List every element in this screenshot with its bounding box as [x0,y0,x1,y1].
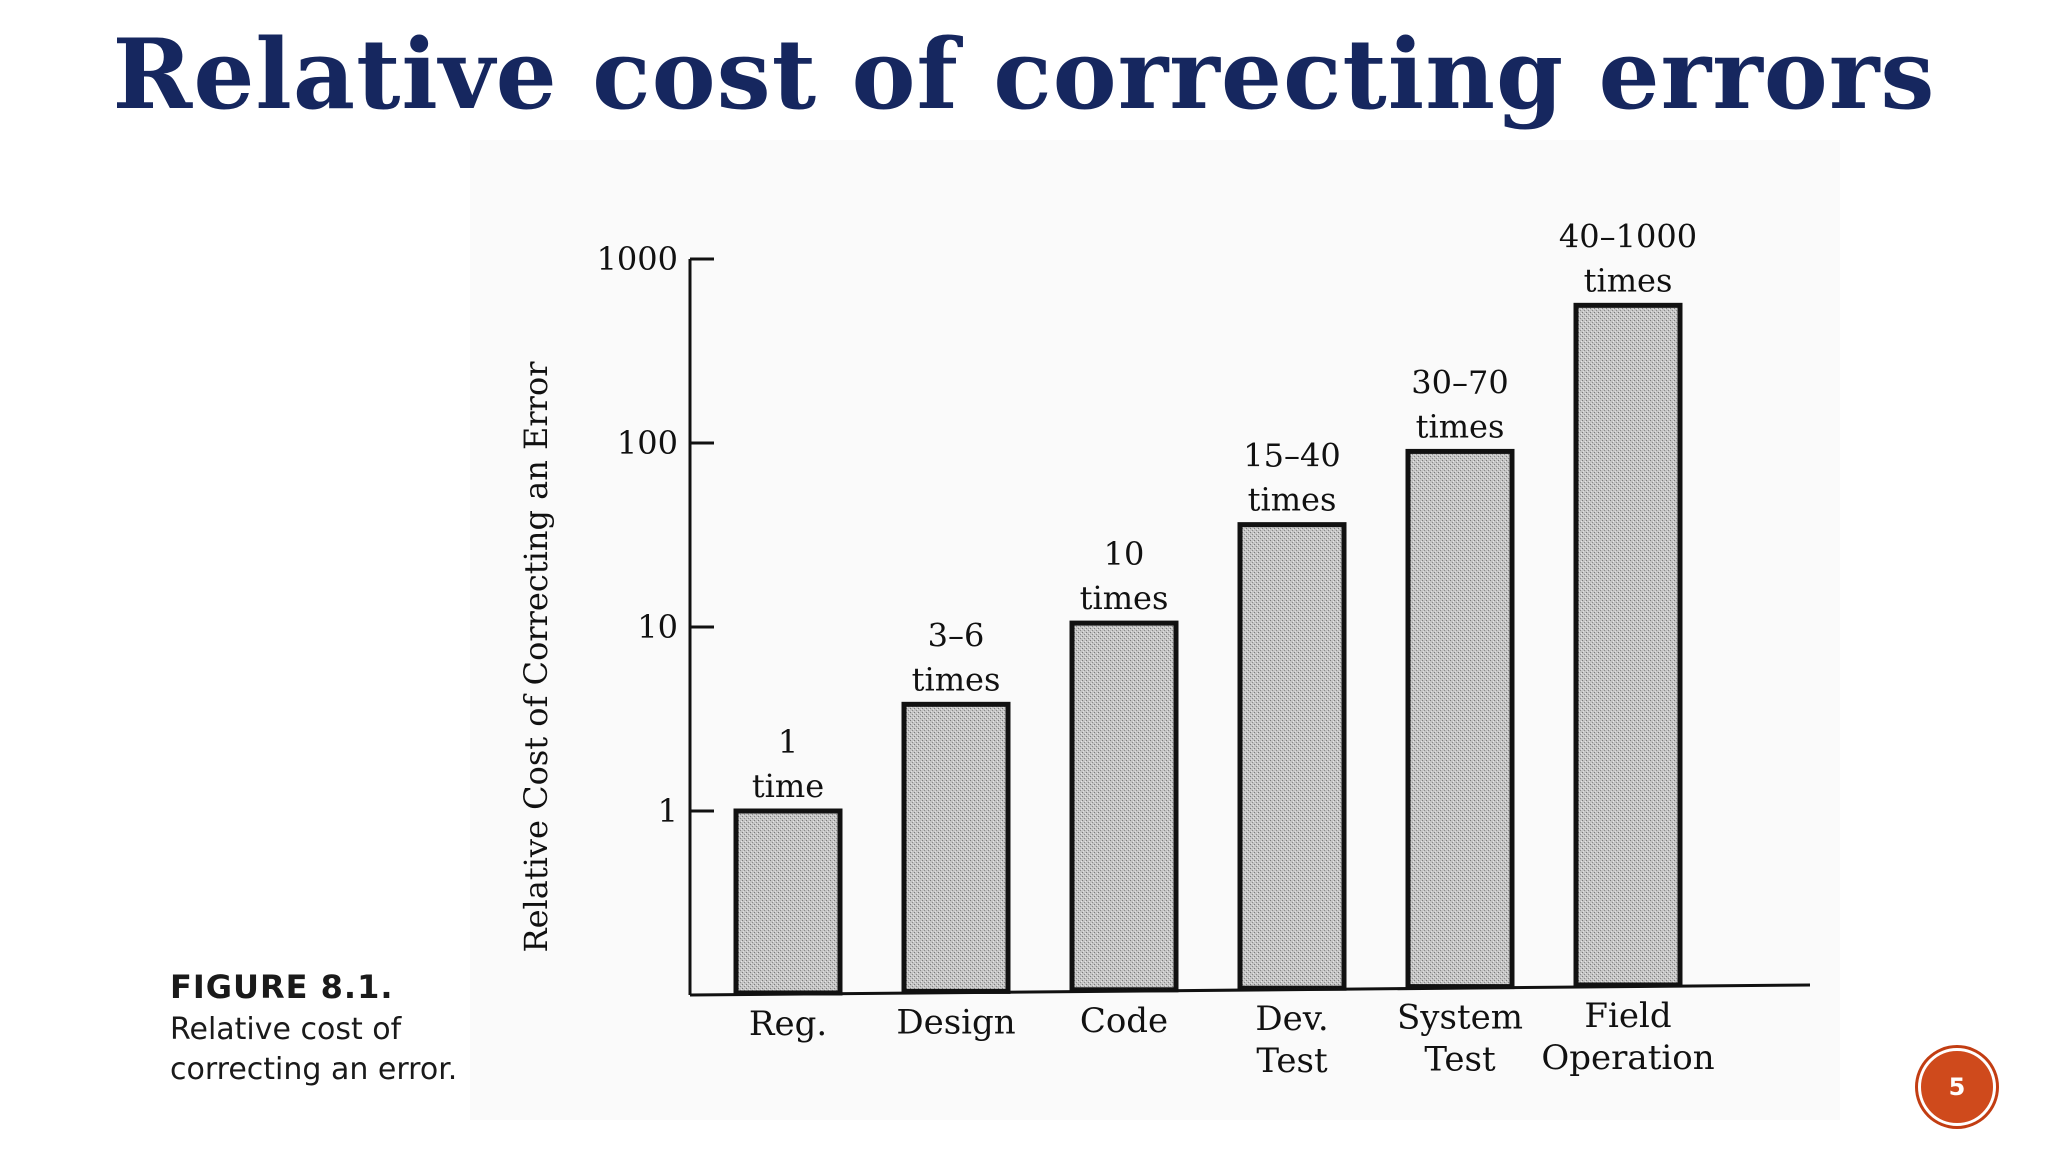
bar-data-label: times [912,660,1001,698]
figure-caption: FIGURE 8.1. Relative cost of correcting … [170,968,500,1090]
bar-3 [1237,522,1347,991]
bar-data-label: 15–40 [1243,437,1340,475]
bar-data-label: time [752,767,824,805]
x-category-label: Field [1584,996,1671,1036]
bar-data-label: 10 [1104,535,1145,573]
bar-data-label: 30–70 [1411,363,1508,401]
figure-scan: 1 10 100 1000 Relative Cost of Correcting an… [470,140,1840,1120]
x-category-label: Dev. [1255,999,1328,1039]
bar-1 [901,701,1011,994]
y-tick-label: 1 [658,792,678,830]
caption-text: Relative cost of correcting an error. [170,1012,458,1087]
bar-4 [1405,448,1515,990]
bar-data-label: 1 [778,723,798,761]
caption-label: FIGURE 8.1. [170,968,394,1006]
bar-chart: 1 10 100 1000 Relative Cost of Correcting an… [517,217,1811,1081]
x-category-label: System [1397,998,1523,1038]
page-number-badge: 5 [1918,1048,1996,1126]
bar-data-label: times [1584,261,1673,299]
page-number: 5 [1948,1073,1966,1101]
y-axis-label: Relative Cost of Correcting an Error [517,361,555,953]
bar-5 [1573,302,1683,988]
y-tick-label: 100 [617,424,678,462]
x-category-label: Code [1080,1001,1168,1041]
bar-data-label: 3–6 [928,616,985,654]
y-tick-label: 10 [637,608,678,646]
x-category-label: Reg. [749,1004,827,1044]
bar-data-label: times [1248,481,1337,519]
bar-0 [733,808,843,996]
bar-data-label: times [1416,407,1505,445]
x-category-label: Design [896,1002,1015,1042]
slide-title: Relative cost of correcting errors [112,18,1936,131]
bar-data-label: times [1080,579,1169,617]
y-tick-label: 1000 [597,240,678,278]
x-category-label: Test [1256,1041,1328,1081]
bar-data-label: 40–1000 [1559,217,1697,255]
x-category-label: Operation [1541,1038,1714,1078]
x-category-label: Test [1424,1040,1496,1080]
bar-2 [1069,620,1179,993]
